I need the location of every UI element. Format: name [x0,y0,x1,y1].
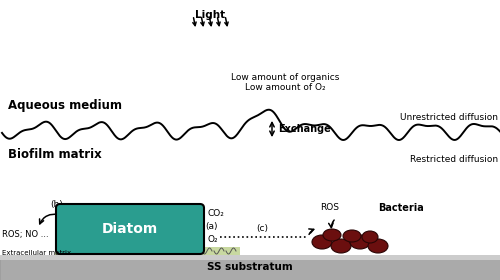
Bar [0,255,500,260]
Text: Low amount of O₂: Low amount of O₂ [244,83,326,92]
Text: (a): (a) [205,221,218,230]
FancyBboxPatch shape [56,204,204,254]
Text: Unrestricted diffusion: Unrestricted diffusion [400,113,498,123]
Ellipse shape [368,239,388,253]
Text: CO₂: CO₂ [208,209,225,218]
Text: Restricted diffusion: Restricted diffusion [410,155,498,165]
Text: Diatom: Diatom [102,222,158,236]
Ellipse shape [323,229,341,241]
Text: SS substratum: SS substratum [207,262,293,272]
Text: (b): (b) [50,199,64,209]
Ellipse shape [312,235,332,249]
Text: Low amount of organics: Low amount of organics [231,74,339,83]
Text: Bacteria: Bacteria [378,203,424,213]
Bar [0,255,500,280]
Text: Exchange: Exchange [278,124,331,134]
Text: Biofilm matrix: Biofilm matrix [8,148,102,162]
Text: (c): (c) [256,223,268,232]
Text: ROS; NO ...: ROS; NO ... [2,230,48,239]
Text: Light: Light [195,10,225,20]
Text: O₂: O₂ [208,235,218,244]
Text: Aqueous medium: Aqueous medium [8,99,122,111]
Ellipse shape [331,239,351,253]
Ellipse shape [350,235,370,249]
Bar [55,247,240,255]
Ellipse shape [343,230,361,242]
Ellipse shape [362,231,378,243]
Text: ROS: ROS [320,202,339,211]
Text: Extracellular matrix: Extracellular matrix [2,250,71,256]
